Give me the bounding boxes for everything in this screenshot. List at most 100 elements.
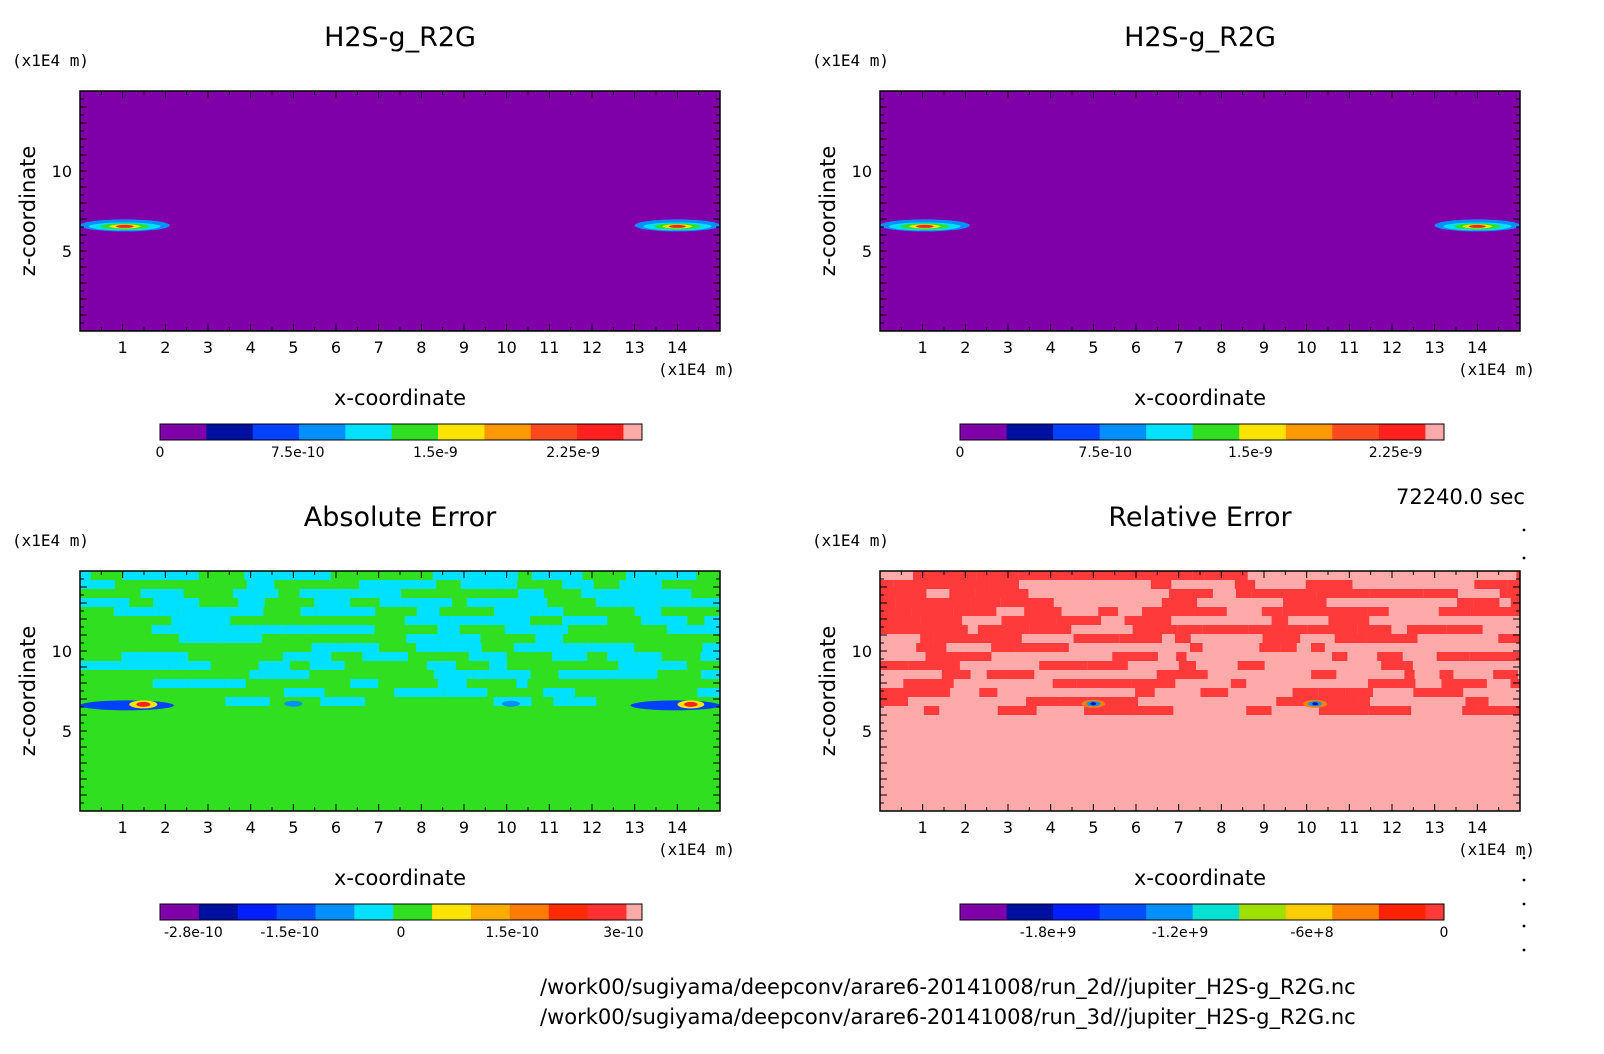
margin-dot [1522,556,1526,560]
error-band [1276,697,1326,706]
error-band [178,634,219,643]
error-band [1465,697,1489,706]
plume-1 [880,219,970,232]
plume-1 [80,219,170,232]
error-band [991,643,1016,652]
error-band [1156,670,1208,679]
error-band [238,598,265,607]
error-band [665,661,687,670]
error-band [1161,598,1198,607]
error-band [1169,589,1213,598]
error-band [494,607,544,616]
colorbar-swatch [1425,904,1445,920]
colorbar-swatch [1332,424,1380,440]
colorbar-swatch [1378,424,1426,440]
error-band [448,616,486,625]
x-axis-label: x-coordinate [1134,866,1266,890]
error-band [989,580,1019,589]
error-band [880,580,894,589]
error-band [516,679,528,688]
colorbar-swatch [960,904,1008,920]
error-band [1059,697,1088,706]
error-band [503,598,548,607]
error-band [1292,688,1319,697]
x-axis-label: x-coordinate [334,386,466,410]
error-band [976,571,1019,580]
x-tick-label: 6 [1131,818,1141,837]
colorbar-swatch [484,424,532,440]
error-band [970,598,1001,607]
error-band [1358,697,1370,706]
y-unit-label: (x1E4 m) [812,531,889,550]
colorbar-tick-label: 0 [1440,925,1449,941]
error-band [168,661,211,670]
error-band [1329,607,1368,616]
error-band [1135,688,1155,697]
error-band [1119,634,1162,643]
x-tick-label: 5 [288,818,298,837]
error-band [311,643,342,652]
field-background [880,91,1520,331]
error-band [1318,706,1369,715]
error-band [1311,670,1337,679]
plume-core [668,224,686,228]
error-band [216,625,256,634]
error-band [1367,607,1389,616]
error-band [1474,580,1508,589]
error-band [880,625,927,634]
x-tick-label: 2 [960,818,970,837]
error-band [485,616,531,625]
x-tick-label: 13 [1424,818,1444,837]
error-band [1283,598,1327,607]
error-band [949,589,976,598]
error-band [1087,661,1128,670]
colorbar-swatch [960,424,1008,440]
x-tick-label: 13 [1424,338,1444,357]
error-band [880,697,909,706]
error-band [880,688,920,697]
colorbar-swatch [438,424,485,440]
y-unit-label: (x1E4 m) [812,51,889,70]
colorbar-swatch [548,904,589,920]
colorbar-swatch [1332,904,1380,920]
error-band [1237,661,1265,670]
y-tick-label: 5 [62,722,72,741]
colorbar-swatch [1146,904,1194,920]
x-tick-label: 1 [118,818,128,837]
error-band [923,706,940,715]
plot-area [80,91,720,331]
colorbar-tick-label: 0 [156,445,165,461]
colorbar-swatch [354,904,394,920]
plume-core [915,224,934,228]
error-band [459,571,482,580]
error-band [692,598,715,607]
x-tick-label: 11 [539,338,559,357]
error-band [80,571,91,580]
error-band [880,598,896,607]
plot-area [880,91,1520,331]
error-band [460,580,503,589]
colorbar-swatch [1239,424,1287,440]
panel-title: Absolute Error [304,502,497,533]
error-band [1332,652,1348,661]
error-band [531,571,555,580]
error-band [975,589,1029,598]
colorbar: -2.8e-10 -1.5e-10 0 1.5e-10 3e-10 [159,903,644,941]
error-band [1271,616,1289,625]
error-feature-1 [1081,699,1106,708]
x-tick-label: 12 [1382,818,1402,837]
error-band [1473,598,1500,607]
error-band [513,643,550,652]
x-tick-label: 1 [918,818,928,837]
colorbar-tick-label: 0 [397,925,406,941]
error-band [1098,607,1118,616]
error-band [341,643,380,652]
panel-1: H2S-g_R2G (x1E4 m) (x1E4 m) x-coordinate z-c… [12,22,735,461]
error-band [1138,571,1193,580]
margin-dot [1522,902,1526,906]
error-band [916,643,947,652]
x-tick-label: 7 [1174,818,1184,837]
error-band [440,643,482,652]
error-band [1062,571,1073,580]
